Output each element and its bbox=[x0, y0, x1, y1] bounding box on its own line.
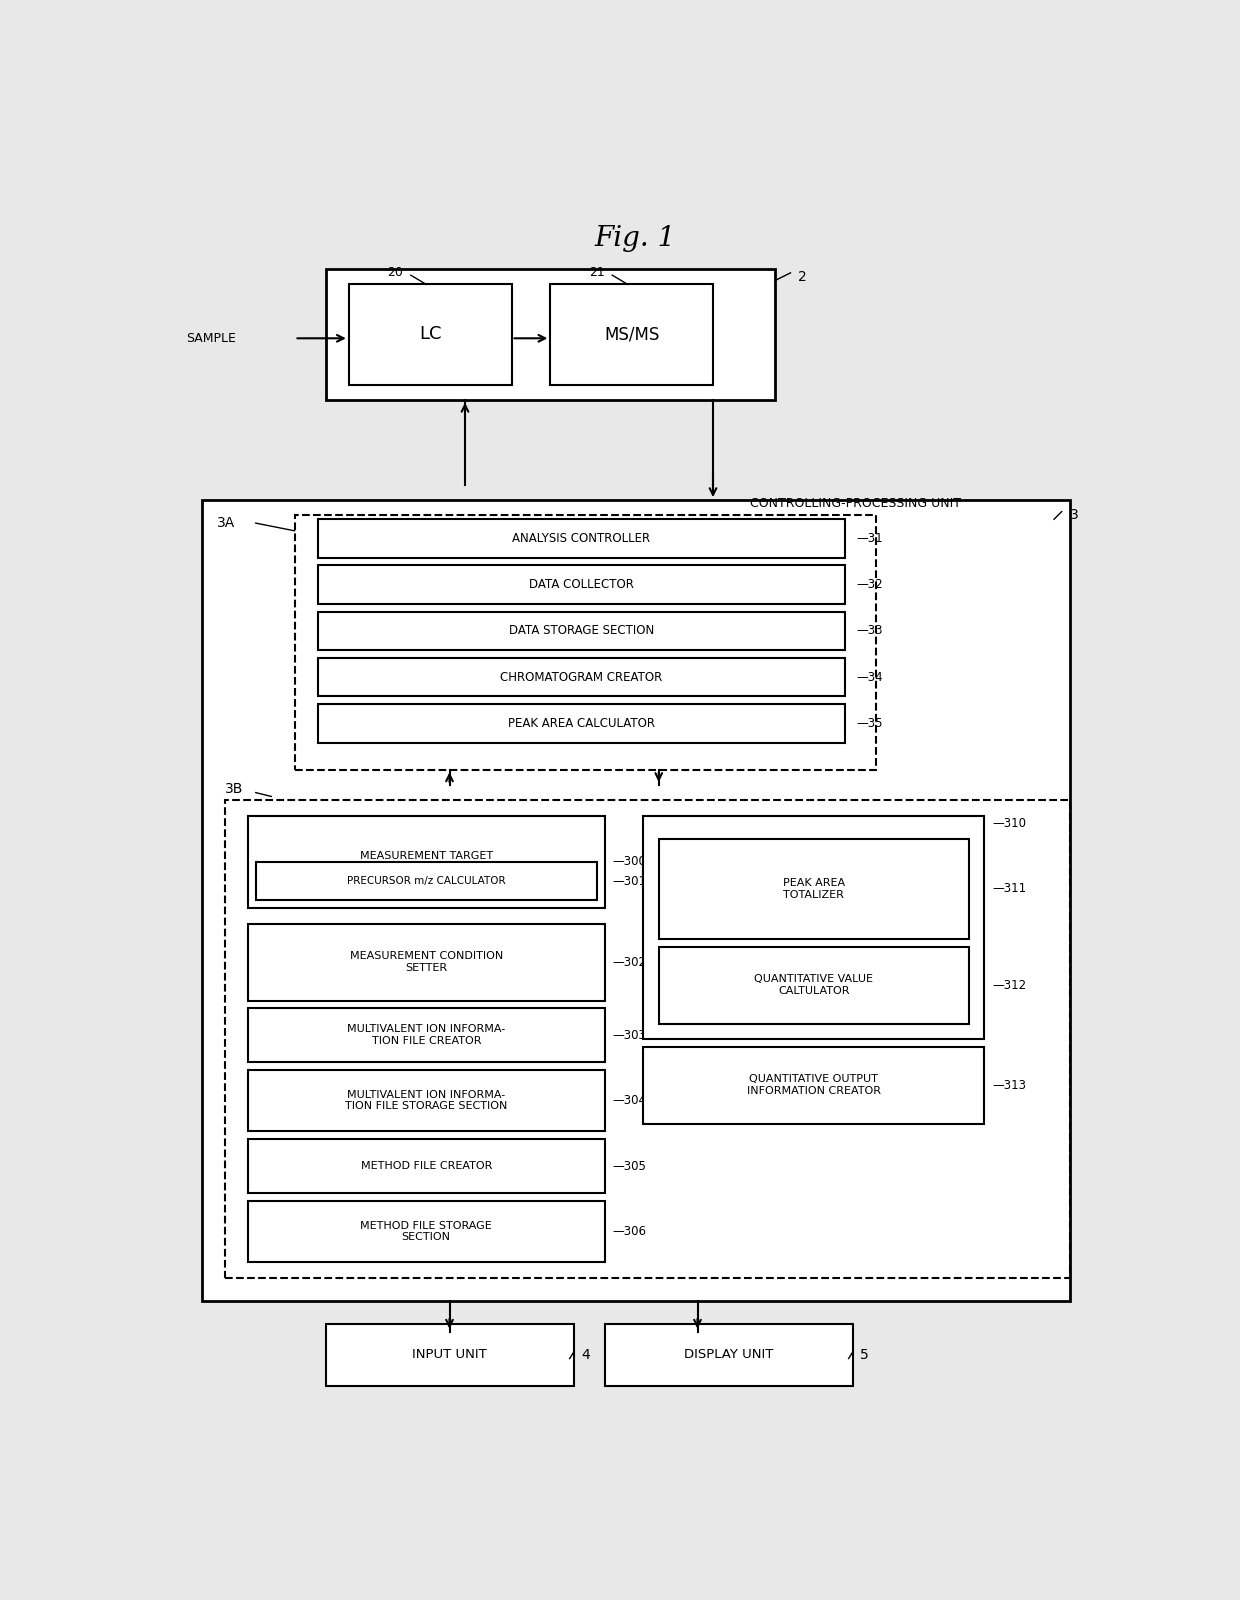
Bar bbox=[317, 565, 844, 603]
Bar bbox=[658, 947, 968, 1024]
Text: PRECURSOR m/z CALCULATOR: PRECURSOR m/z CALCULATOR bbox=[347, 877, 506, 886]
Text: —35: —35 bbox=[857, 717, 883, 730]
Text: —311: —311 bbox=[992, 882, 1027, 896]
Bar bbox=[325, 1323, 573, 1386]
Text: 5: 5 bbox=[861, 1347, 869, 1362]
Bar bbox=[348, 285, 511, 384]
Text: ANALYSIS CONTROLLER: ANALYSIS CONTROLLER bbox=[512, 531, 650, 546]
Bar bbox=[248, 1070, 605, 1131]
Text: CONTROLLING-PROCESSING UNIT: CONTROLLING-PROCESSING UNIT bbox=[750, 498, 961, 510]
Bar bbox=[644, 816, 985, 1038]
Text: METHOD FILE CREATOR: METHOD FILE CREATOR bbox=[361, 1162, 492, 1171]
Text: LC: LC bbox=[419, 325, 441, 344]
Bar bbox=[325, 269, 775, 400]
Text: 3A: 3A bbox=[217, 517, 236, 530]
Text: —303: —303 bbox=[613, 1029, 646, 1042]
Text: —301: —301 bbox=[613, 875, 646, 888]
Text: —306: —306 bbox=[613, 1226, 646, 1238]
Text: —33: —33 bbox=[857, 624, 883, 637]
Text: DATA COLLECTOR: DATA COLLECTOR bbox=[528, 578, 634, 590]
Bar bbox=[248, 1008, 605, 1062]
Bar bbox=[658, 838, 968, 939]
Bar bbox=[224, 800, 1069, 1278]
Bar bbox=[317, 520, 844, 558]
Bar bbox=[248, 1200, 605, 1262]
Text: —31: —31 bbox=[857, 531, 883, 546]
Text: —312: —312 bbox=[992, 979, 1027, 992]
Text: 3B: 3B bbox=[224, 782, 243, 795]
Bar bbox=[317, 611, 844, 650]
Bar bbox=[605, 1323, 853, 1386]
Text: —300: —300 bbox=[613, 856, 646, 869]
Text: DISPLAY UNIT: DISPLAY UNIT bbox=[683, 1349, 774, 1362]
Text: CHROMATOGRAM CREATOR: CHROMATOGRAM CREATOR bbox=[500, 670, 662, 683]
Bar bbox=[644, 1046, 985, 1123]
Text: METHOD FILE STORAGE
SECTION: METHOD FILE STORAGE SECTION bbox=[361, 1221, 492, 1242]
Text: —310: —310 bbox=[992, 818, 1025, 830]
Text: 4: 4 bbox=[582, 1347, 590, 1362]
Text: —32: —32 bbox=[857, 578, 883, 590]
Text: 2: 2 bbox=[799, 270, 807, 283]
Bar bbox=[201, 499, 1069, 1301]
Text: MEASUREMENT TARGET
SETTER: MEASUREMENT TARGET SETTER bbox=[360, 851, 492, 872]
Text: Fig. 1: Fig. 1 bbox=[595, 224, 676, 251]
Bar bbox=[551, 285, 713, 384]
Text: MS/MS: MS/MS bbox=[604, 325, 660, 344]
Text: MULTIVALENT ION INFORMA-
TION FILE CREATOR: MULTIVALENT ION INFORMA- TION FILE CREAT… bbox=[347, 1024, 506, 1046]
Text: —34: —34 bbox=[857, 670, 883, 683]
Bar bbox=[248, 816, 605, 909]
Text: —302: —302 bbox=[613, 955, 646, 968]
Text: MULTIVALENT ION
QUANTITY CALCULATOR: MULTIVALENT ION QUANTITY CALCULATOR bbox=[746, 917, 880, 938]
Text: PEAK AREA
TOTALIZER: PEAK AREA TOTALIZER bbox=[782, 878, 844, 899]
Bar bbox=[317, 658, 844, 696]
Text: 20: 20 bbox=[387, 266, 403, 280]
Text: PEAK AREA CALCULATOR: PEAK AREA CALCULATOR bbox=[507, 717, 655, 730]
Bar bbox=[248, 1139, 605, 1194]
Text: DATA STORAGE SECTION: DATA STORAGE SECTION bbox=[508, 624, 653, 637]
Text: 3: 3 bbox=[1069, 509, 1079, 522]
Bar bbox=[317, 704, 844, 742]
Text: MULTIVALENT ION INFORMA-
TION FILE STORAGE SECTION: MULTIVALENT ION INFORMA- TION FILE STORA… bbox=[345, 1090, 507, 1112]
Text: MEASUREMENT CONDITION
SETTER: MEASUREMENT CONDITION SETTER bbox=[350, 950, 503, 973]
Text: —305: —305 bbox=[613, 1160, 646, 1173]
Text: —304: —304 bbox=[613, 1094, 646, 1107]
Text: —313: —313 bbox=[992, 1078, 1025, 1091]
Bar bbox=[255, 862, 596, 901]
Text: QUANTITATIVE VALUE
CALTULATOR: QUANTITATIVE VALUE CALTULATOR bbox=[754, 974, 873, 995]
Text: 21: 21 bbox=[589, 266, 605, 280]
Bar bbox=[248, 923, 605, 1000]
Text: INPUT UNIT: INPUT UNIT bbox=[412, 1349, 487, 1362]
Bar bbox=[295, 515, 875, 770]
Text: SAMPLE: SAMPLE bbox=[186, 331, 236, 344]
Text: QUANTITATIVE OUTPUT
INFORMATION CREATOR: QUANTITATIVE OUTPUT INFORMATION CREATOR bbox=[746, 1075, 880, 1096]
